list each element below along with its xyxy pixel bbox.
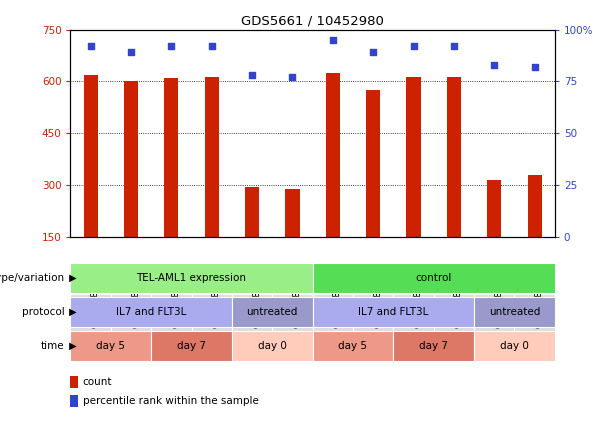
Bar bbox=[286, 189, 300, 237]
Text: day 0: day 0 bbox=[258, 341, 287, 351]
Bar bbox=[205, 77, 219, 237]
Text: ▶: ▶ bbox=[66, 273, 76, 283]
Text: protocol: protocol bbox=[21, 307, 64, 317]
Bar bbox=[313, 297, 474, 327]
Text: GSM1583305: GSM1583305 bbox=[252, 267, 261, 328]
Text: genotype/variation: genotype/variation bbox=[0, 273, 64, 283]
Text: GSM1583302: GSM1583302 bbox=[373, 268, 382, 328]
Point bbox=[449, 43, 459, 49]
Text: GSM1583307: GSM1583307 bbox=[91, 267, 100, 328]
Text: IL7 and FLT3L: IL7 and FLT3L bbox=[116, 307, 186, 317]
Bar bbox=[313, 294, 353, 343]
Bar bbox=[394, 331, 474, 361]
Bar bbox=[528, 175, 542, 237]
Bar bbox=[394, 294, 434, 343]
Text: untreated: untreated bbox=[246, 307, 298, 317]
Text: day 7: day 7 bbox=[419, 341, 448, 351]
Point bbox=[126, 49, 136, 56]
Bar bbox=[245, 187, 259, 237]
Text: GSM1583308: GSM1583308 bbox=[131, 267, 140, 328]
Text: TEL-AML1 expression: TEL-AML1 expression bbox=[137, 273, 246, 283]
Bar bbox=[151, 331, 232, 361]
Text: GSM1583310: GSM1583310 bbox=[211, 267, 221, 328]
Text: GSM1583300: GSM1583300 bbox=[535, 267, 544, 328]
Point bbox=[530, 63, 539, 70]
Bar bbox=[70, 297, 232, 327]
Bar bbox=[474, 297, 555, 327]
Bar bbox=[514, 294, 555, 343]
Point bbox=[167, 43, 177, 49]
Bar bbox=[70, 376, 78, 387]
Bar bbox=[124, 81, 138, 237]
Bar bbox=[474, 331, 555, 361]
Text: day 7: day 7 bbox=[177, 341, 206, 351]
Text: GSM1583306: GSM1583306 bbox=[292, 267, 302, 328]
Point bbox=[287, 74, 297, 81]
Bar bbox=[83, 74, 97, 237]
Title: GDS5661 / 10452980: GDS5661 / 10452980 bbox=[241, 14, 384, 27]
Point bbox=[207, 43, 216, 49]
Bar bbox=[272, 294, 313, 343]
Bar bbox=[434, 294, 474, 343]
Bar bbox=[353, 294, 394, 343]
Text: IL7 and FLT3L: IL7 and FLT3L bbox=[358, 307, 428, 317]
Bar bbox=[70, 294, 111, 343]
Bar bbox=[447, 77, 461, 237]
Bar bbox=[366, 90, 380, 237]
Point bbox=[489, 61, 499, 68]
Bar bbox=[70, 263, 313, 294]
Text: GSM1583309: GSM1583309 bbox=[172, 267, 180, 328]
Point bbox=[368, 49, 378, 56]
Bar bbox=[232, 294, 272, 343]
Bar bbox=[70, 395, 78, 407]
Bar bbox=[164, 78, 178, 237]
Bar bbox=[111, 294, 151, 343]
Text: day 0: day 0 bbox=[500, 341, 529, 351]
Text: count: count bbox=[83, 377, 112, 387]
Bar bbox=[474, 294, 514, 343]
Text: control: control bbox=[416, 273, 452, 283]
Bar bbox=[232, 297, 313, 327]
Text: day 5: day 5 bbox=[96, 341, 125, 351]
Text: time: time bbox=[40, 341, 64, 351]
Bar bbox=[70, 331, 151, 361]
Text: untreated: untreated bbox=[489, 307, 540, 317]
Bar bbox=[232, 331, 313, 361]
Bar bbox=[487, 180, 501, 237]
Bar bbox=[151, 294, 191, 343]
Text: GSM1583299: GSM1583299 bbox=[494, 268, 503, 328]
Text: GSM1583303: GSM1583303 bbox=[414, 267, 422, 328]
Point bbox=[328, 36, 338, 43]
Bar bbox=[326, 73, 340, 237]
Point bbox=[409, 43, 419, 49]
Text: GSM1583304: GSM1583304 bbox=[454, 268, 463, 328]
Text: ▶: ▶ bbox=[66, 307, 76, 317]
Bar bbox=[406, 77, 421, 237]
Bar bbox=[313, 263, 555, 294]
Text: ▶: ▶ bbox=[66, 341, 76, 351]
Text: day 5: day 5 bbox=[338, 341, 367, 351]
Bar bbox=[191, 294, 232, 343]
Point bbox=[247, 72, 257, 79]
Text: GSM1583301: GSM1583301 bbox=[333, 267, 342, 328]
Point bbox=[86, 43, 96, 49]
Text: percentile rank within the sample: percentile rank within the sample bbox=[83, 396, 259, 406]
Bar bbox=[313, 331, 394, 361]
